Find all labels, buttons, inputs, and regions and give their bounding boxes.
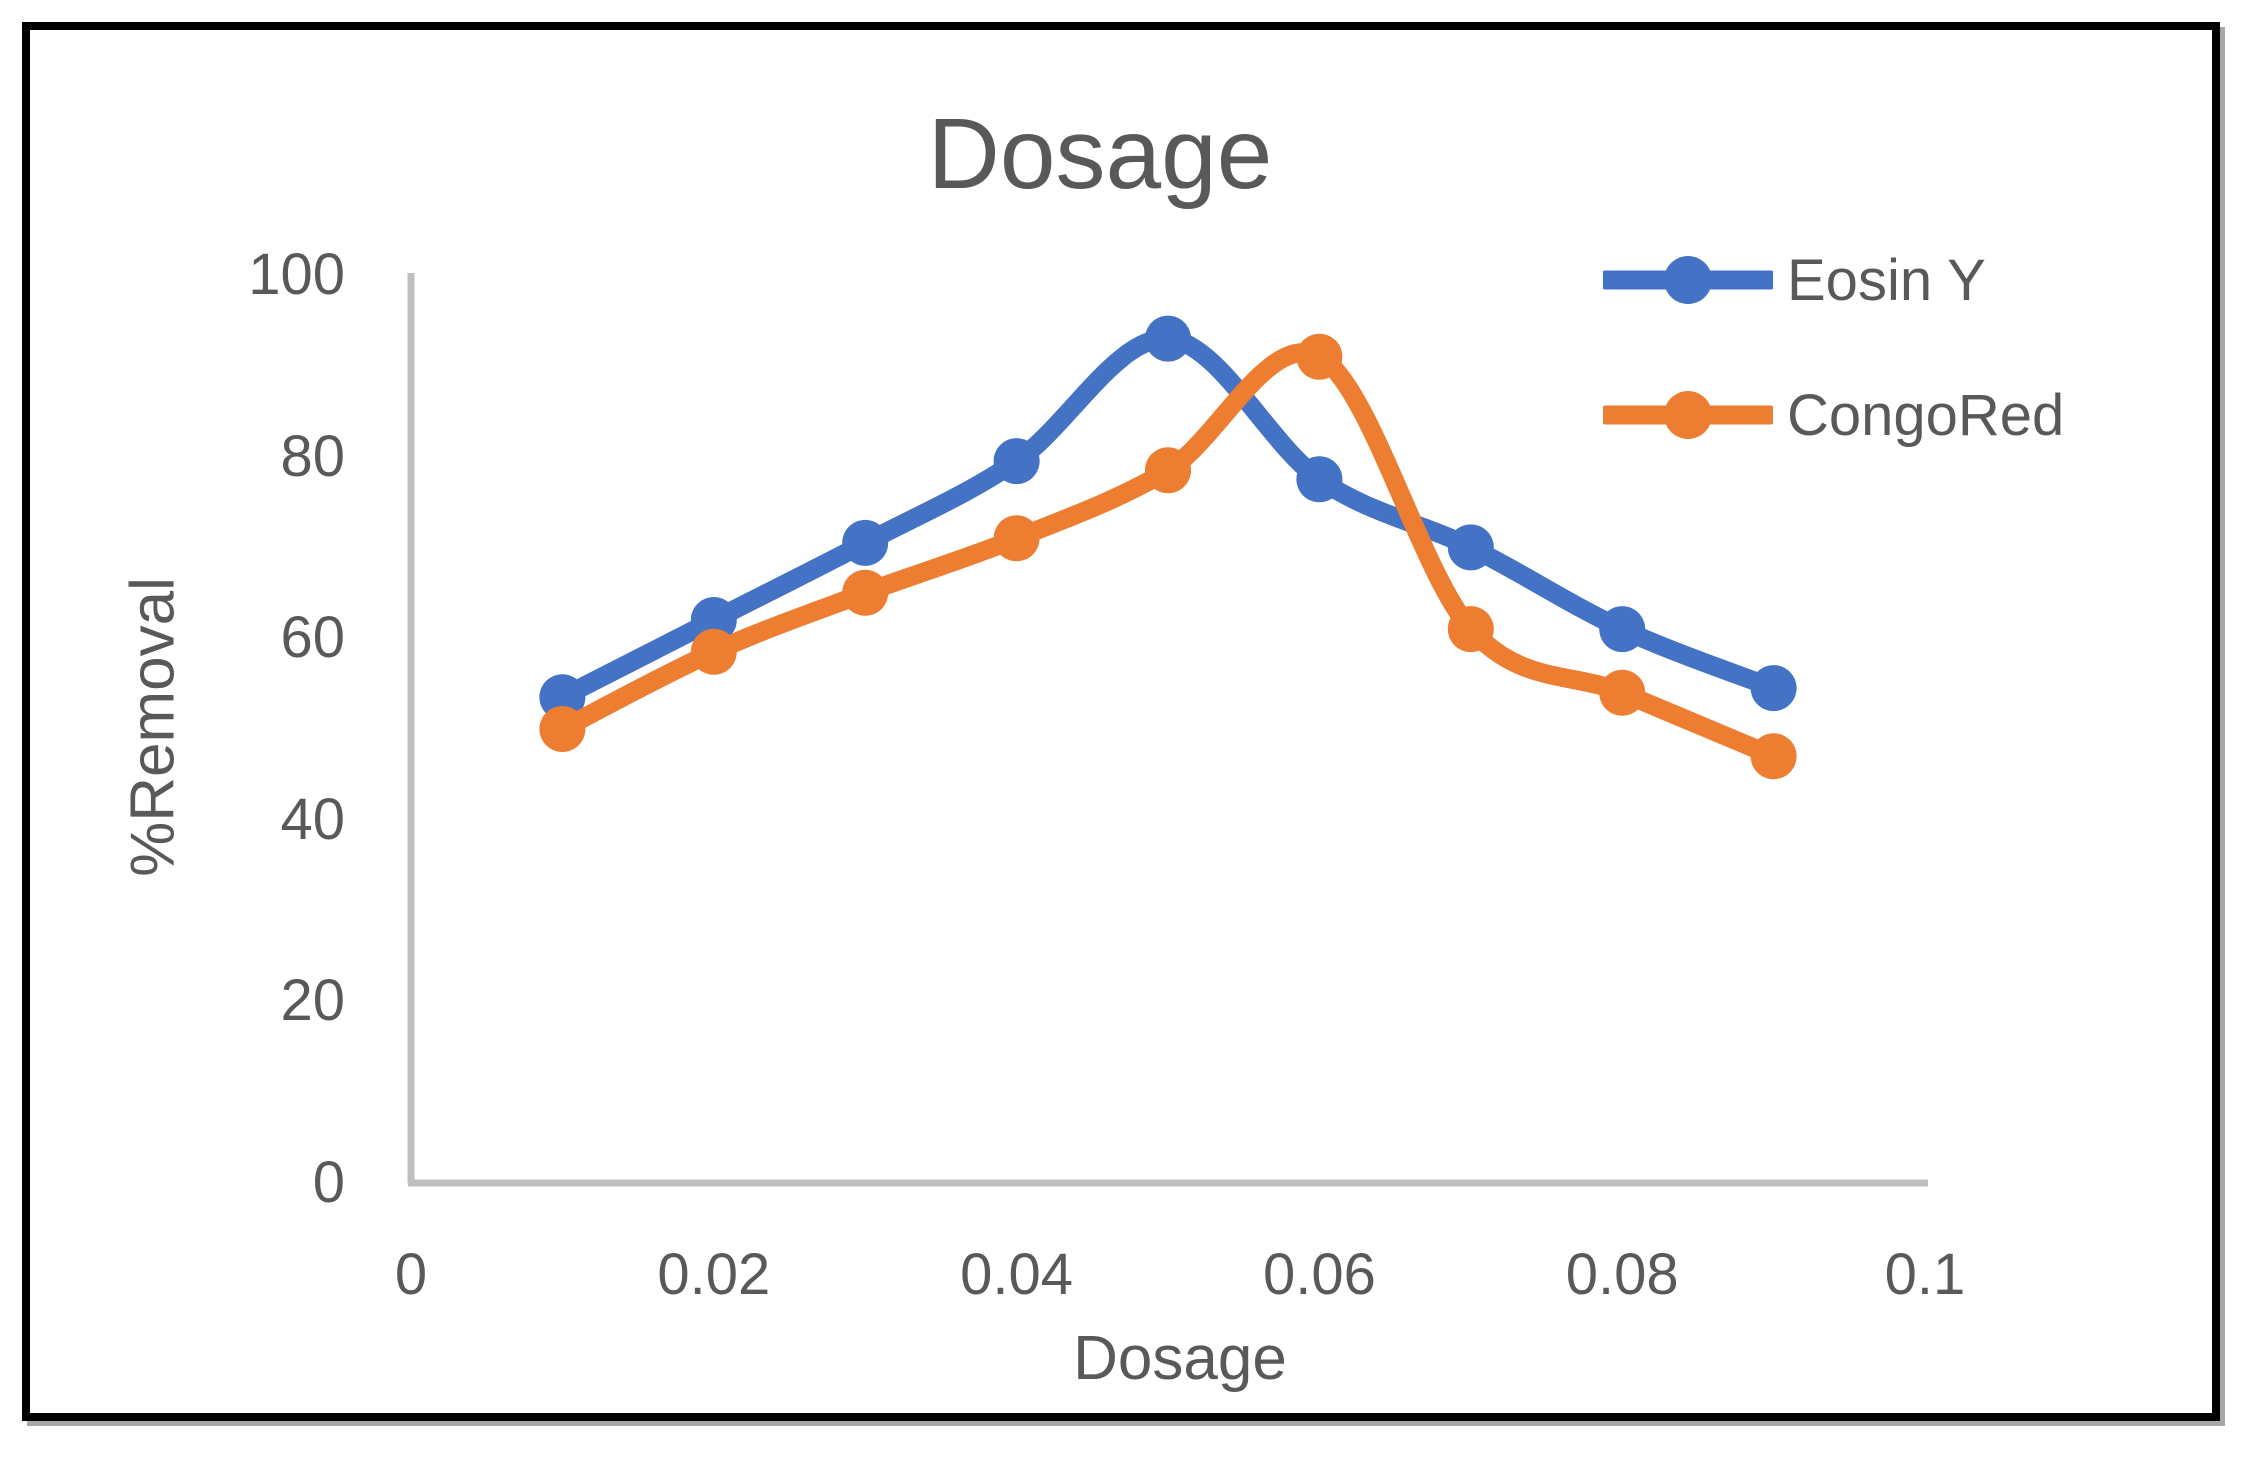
legend-item-congored: CongoRed [1603,381,2064,449]
y-axis-tick-label: 60 [280,605,345,671]
legend-marker-congored [1664,391,1712,439]
y-axis-tick-label: 100 [248,242,345,307]
legend-line-marker-icon-congored [1603,391,1773,439]
y-axis-tick-label: 80 [280,423,345,489]
x-axis-tick-label: 0 [394,1242,428,1307]
data-point-marker-1 [842,569,889,616]
data-point-marker-0 [1447,524,1494,571]
data-point-marker-1 [1447,606,1494,653]
x-axis-tick-label: 0.06 [1262,1242,1376,1307]
legend-label-eosin-y: Eosin Y [1787,247,1986,313]
data-point-marker-0 [993,438,1040,485]
y-axis-tick-label: 40 [280,786,345,852]
x-axis-tick-label: 0.04 [960,1242,1074,1307]
data-point-marker-1 [1750,733,1797,780]
y-axis-tick-label: 20 [280,968,345,1034]
data-point-marker-1 [1599,669,1646,716]
legend-label-congored: CongoRed [1787,382,2065,448]
data-point-marker-1 [1145,447,1191,494]
data-point-marker-0 [1750,665,1797,712]
x-axis-tick-label: 0.1 [1884,1242,1966,1307]
data-point-marker-0 [842,519,889,566]
legend-item-eosin-y: Eosin Y [1603,246,1986,314]
chart-border [22,22,2220,1421]
data-point-marker-1 [690,628,737,675]
x-axis-title: Dosage [1073,1324,1287,1393]
chart-title: Dosage [927,98,1273,210]
data-point-marker-0 [1599,606,1646,653]
x-axis-tick-label: 0.08 [1565,1242,1679,1307]
data-point-marker-0 [539,674,586,721]
y-axis-tick-label: 0 [312,1150,345,1215]
series-line-1 [552,343,1784,766]
y-axis-title: %Removal [118,577,188,877]
legend-marker-eosin-y [1664,256,1712,304]
data-point-marker-0 [1296,456,1343,503]
data-point-marker-1 [993,515,1040,562]
data-point-marker-1 [539,706,586,752]
legend-line-marker-icon-eosin-y [1603,256,1773,304]
data-point-marker-1 [1296,333,1343,380]
x-axis-tick-label: 0.02 [657,1242,771,1307]
data-point-marker-0 [1145,315,1191,362]
data-point-marker-0 [690,597,737,643]
